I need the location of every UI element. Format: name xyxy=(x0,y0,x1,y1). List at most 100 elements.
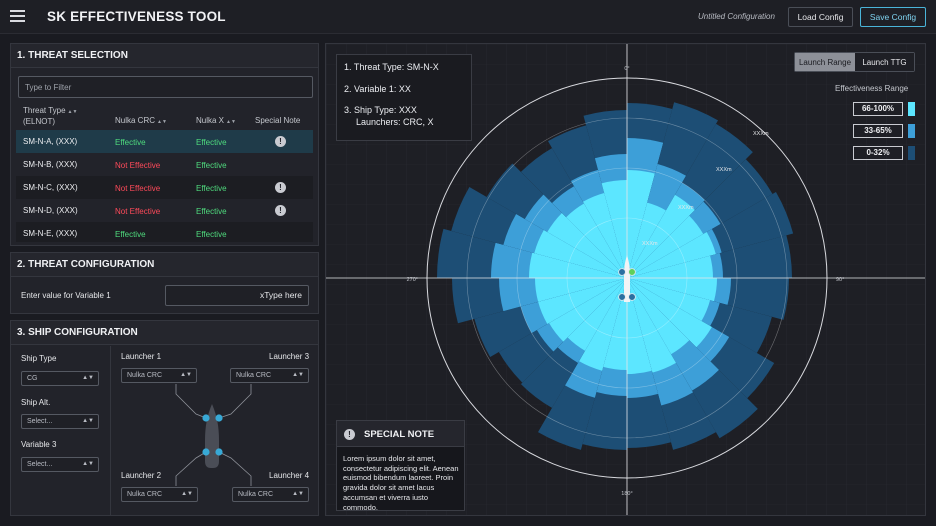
special-note-text: Lorem ipsum dolor sit amet, consectetur … xyxy=(343,454,459,512)
legend-swatch-high xyxy=(908,102,915,116)
info-alert-icon: ! xyxy=(344,429,355,440)
column-header-nulka-x[interactable]: Nulka X ▲▼ xyxy=(196,116,236,125)
legend-badge-mid: 33-65% xyxy=(853,124,903,138)
ship-configuration-title: 3. SHIP CONFIGURATION xyxy=(11,321,318,345)
threat-row[interactable]: SM-N-E, (XXX) Effective Effective xyxy=(16,222,313,242)
configuration-name: Untitled Configuration xyxy=(698,12,775,21)
wedge-high xyxy=(538,278,627,324)
column-header-nulka-crc[interactable]: Nulka CRC ▲▼ xyxy=(115,116,167,125)
alert-icon[interactable]: ! xyxy=(275,136,286,147)
save-config-button[interactable]: Save Config xyxy=(860,7,926,27)
launcher4-select[interactable]: Nulka CRC ▲▼ xyxy=(232,487,309,502)
wedge-high xyxy=(627,194,695,278)
wedge-high xyxy=(566,203,627,278)
wedge-high xyxy=(627,278,717,302)
threat-row[interactable]: SM-N-A, (XXX) Effective Effective ! xyxy=(16,130,313,153)
wedge-high xyxy=(627,278,711,321)
threat-row[interactable]: SM-N-B, (XXX) Not Effective Effective xyxy=(16,153,313,176)
ring-label: XXXm xyxy=(753,131,769,137)
variable3-select[interactable]: Select... ▲▼ xyxy=(21,457,99,472)
special-note-header: ! SPECIAL NOTE xyxy=(337,421,464,447)
threat-name: SM-N-A, (XXX) xyxy=(23,137,78,146)
sort-icon: ▲▼ xyxy=(67,109,78,115)
crc-status: Not Effective xyxy=(115,207,161,216)
threat-selection-panel: 1. THREAT SELECTION Threat Type▲▼ (ELNOT… xyxy=(10,43,319,246)
wedge-high xyxy=(579,278,627,371)
summary-variable1: 2. Variable 1: XX xyxy=(344,84,411,94)
variable1-input[interactable]: xType here xyxy=(165,285,309,306)
legend-swatch-low xyxy=(908,146,915,160)
crc-status: Effective xyxy=(115,230,146,239)
app-title: SK EFFECTIVENESS TOOL xyxy=(47,9,226,24)
effectiveness-plot-panel: 0° 90° 180° 270° XXXm XXXm XXXm XXXm 1. … xyxy=(325,43,926,516)
wedge-high xyxy=(601,180,627,278)
ship-type-select[interactable]: CG ▲▼ xyxy=(21,371,99,386)
threat-row[interactable]: SM-N-D, (XXX) Not Effective Effective ! xyxy=(16,199,313,222)
wedge-high xyxy=(529,252,627,278)
crc-status: Not Effective xyxy=(115,161,161,170)
wedge-high xyxy=(627,202,666,278)
column-header-special-note: Special Note xyxy=(255,116,301,125)
summary-ship-type: 3. Ship Type: XXX xyxy=(344,105,417,115)
wedge-high xyxy=(627,278,652,374)
ship-icon xyxy=(624,255,630,302)
variable3-label: Variable 3 xyxy=(21,440,57,449)
chevron-updown-icon: ▲▼ xyxy=(82,375,94,381)
summary-threat-type: 1. Threat Type: SM-N-X xyxy=(344,62,439,72)
launcher4-label: Launcher 4 xyxy=(269,471,310,480)
column-header-threat-type[interactable]: Threat Type ▲▼ (ELNOT) xyxy=(23,106,78,126)
legend-swatch-mid xyxy=(908,124,915,138)
wedge-high xyxy=(534,230,627,278)
launcher3-select[interactable]: Nulka CRC ▲▼ xyxy=(230,368,309,383)
menu-icon[interactable] xyxy=(10,10,25,23)
threat-configuration-title: 2. THREAT CONFIGURATION xyxy=(11,253,318,277)
bearing-label-bottom: 180° xyxy=(621,491,632,497)
wedge-high xyxy=(627,255,713,278)
chevron-updown-icon: ▲▼ xyxy=(292,372,304,378)
legend-title: Effectiveness Range xyxy=(835,84,909,93)
threat-name: SM-N-E, (XXX) xyxy=(23,229,78,238)
plot-mode-tabs: Launch Range Launch TTG xyxy=(794,52,915,72)
legend-badge-low: 0-32% xyxy=(853,146,903,160)
wedge-high xyxy=(535,278,627,302)
wedge-high xyxy=(583,192,627,278)
wedge-high xyxy=(547,212,627,278)
bearing-label-top: 0° xyxy=(624,66,629,72)
threat-selection-title: 1. THREAT SELECTION xyxy=(11,44,318,68)
threat-filter-input[interactable] xyxy=(18,76,313,98)
wedge-high xyxy=(627,278,712,348)
crc-status: Not Effective xyxy=(115,184,161,193)
sort-icon: ▲▼ xyxy=(226,119,236,125)
threat-configuration-panel: 2. THREAT CONFIGURATION Enter value for … xyxy=(10,252,319,314)
threat-name: SM-N-C, (XXX) xyxy=(23,183,78,192)
ship-alt-select[interactable]: Select... ▲▼ xyxy=(21,414,99,429)
special-note-box: ! SPECIAL NOTE Lorem ipsum dolor sit ame… xyxy=(336,420,465,512)
x-status: Effective xyxy=(196,184,227,193)
chevron-updown-icon: ▲▼ xyxy=(181,491,193,497)
divider xyxy=(110,346,111,516)
ring-label: XXXm xyxy=(642,241,658,247)
sort-icon: ▲▼ xyxy=(157,119,167,125)
x-status: Effective xyxy=(196,138,227,147)
wedge-high xyxy=(603,278,627,370)
chevron-updown-icon: ▲▼ xyxy=(292,491,304,497)
wedge-high xyxy=(567,278,627,351)
ring-label: XXXm xyxy=(716,167,732,173)
ring-label: XXXm xyxy=(678,205,694,211)
launcher1-select[interactable]: Nulka CRC ▲▼ xyxy=(121,368,197,383)
threat-summary-box: 1. Threat Type: SM-N-X 2. Variable 1: XX… xyxy=(336,54,472,141)
tab-launch-range[interactable]: Launch Range xyxy=(795,53,855,71)
wedge-high xyxy=(627,170,655,278)
special-note-title: SPECIAL NOTE xyxy=(364,429,435,440)
threat-row[interactable]: SM-N-C, (XXX) Not Effective Effective ! xyxy=(16,176,313,199)
load-config-button[interactable]: Load Config xyxy=(788,7,853,27)
ship-silhouette xyxy=(205,404,219,468)
x-status: Effective xyxy=(196,161,227,170)
x-status: Effective xyxy=(196,230,227,239)
chevron-updown-icon: ▲▼ xyxy=(82,461,94,467)
alert-icon[interactable]: ! xyxy=(275,205,286,216)
ship-configuration-panel: 3. SHIP CONFIGURATION Ship Type CG ▲▼ Shi… xyxy=(10,320,319,516)
tab-launch-ttg[interactable]: Launch TTG xyxy=(855,53,914,71)
launcher2-select[interactable]: Nulka CRC ▲▼ xyxy=(121,487,198,502)
alert-icon[interactable]: ! xyxy=(275,182,286,193)
